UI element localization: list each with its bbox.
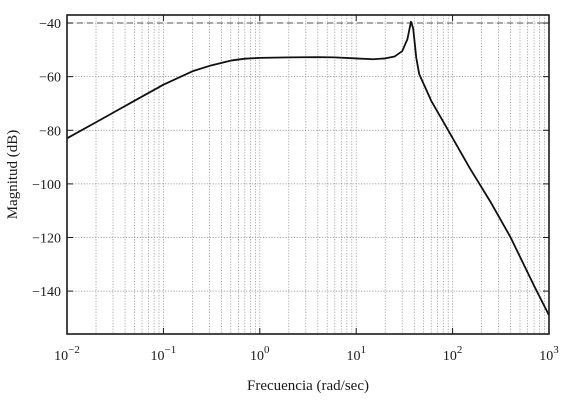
y-tick-label: −100	[32, 178, 61, 193]
x-tick-label: 102	[443, 344, 463, 364]
x-tick-label: 10−2	[54, 344, 80, 364]
y-tick-label: −140	[32, 285, 61, 300]
y-tick-label: −60	[39, 71, 61, 86]
x-tick-label: 103	[539, 344, 559, 364]
x-tick-label: 10−1	[151, 344, 177, 364]
y-axis-label: Magnitud (dB)	[5, 130, 21, 220]
series-layer	[66, 20, 550, 316]
x-axis-label: Frecuencia (rad/sec)	[247, 378, 369, 394]
x-tick-label: 100	[250, 344, 270, 364]
x-tick-labels: 10−2 10−1 100 101 102 103	[54, 344, 559, 364]
series-line	[66, 20, 550, 316]
tick-marks	[66, 15, 550, 334]
grid	[67, 15, 549, 334]
y-tick-label: −80	[39, 124, 61, 139]
x-tick-label: 101	[346, 344, 366, 364]
plot-frame	[66, 14, 550, 335]
y-tick-label: −40	[39, 17, 61, 32]
y-tick-labels: −40 −60 −80 −100 −120 −140	[32, 17, 61, 300]
y-tick-label: −120	[32, 231, 61, 246]
